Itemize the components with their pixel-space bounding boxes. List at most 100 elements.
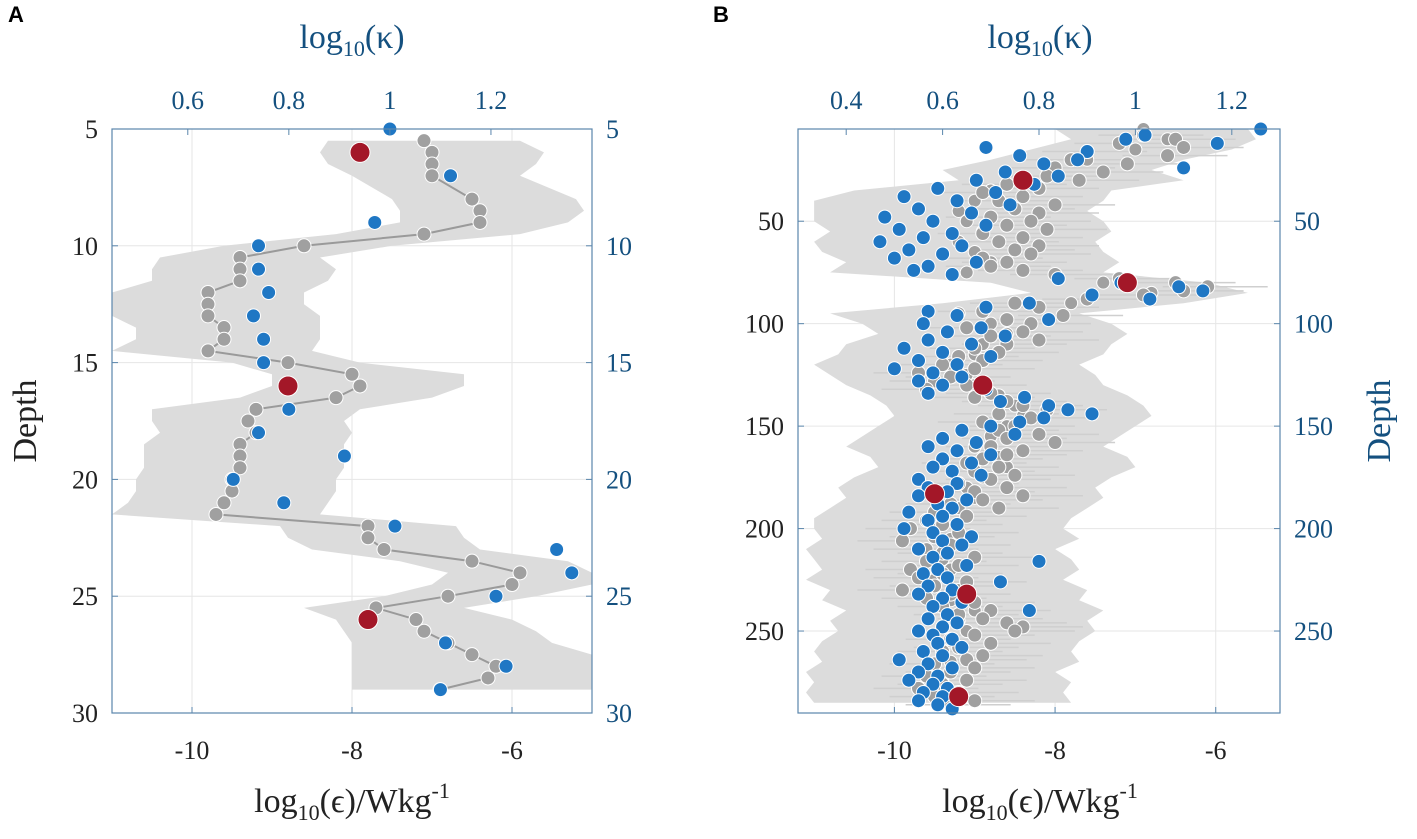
kappa-point (935, 508, 951, 524)
epsilon-point (991, 406, 1007, 422)
kappa-point (920, 578, 936, 594)
epsilon-point (1007, 242, 1023, 258)
kappa-point (949, 193, 965, 209)
kappa-point (911, 664, 926, 680)
kappa-point (886, 250, 902, 266)
epsilon-point (975, 185, 991, 201)
y-tick-label-left: 20 (72, 465, 98, 494)
epsilon-point (376, 541, 392, 557)
panel-a-y-label: Depth (7, 379, 44, 462)
kappa-point (256, 331, 272, 347)
panel-a: A -10 -8 -6 0.6 0.8 1 1.2 5 5 10 10 15 15 20 20 25 25 30 3… (7, 2, 632, 825)
epsilon-point (1023, 213, 1039, 229)
kappa-point (896, 189, 912, 205)
kappa-point (920, 656, 936, 672)
epsilon-point (216, 495, 232, 511)
kappa-point (1002, 197, 1018, 213)
epsilon-point (999, 217, 1015, 233)
kappa-point (1118, 131, 1134, 147)
kappa-point (1012, 148, 1028, 164)
y-tick-label-left: 25 (72, 582, 98, 611)
kappa-point (959, 557, 975, 573)
epsilon-point (991, 459, 1007, 475)
kappa-point (954, 422, 970, 438)
kappa-point (920, 258, 936, 274)
kappa-point (911, 373, 926, 389)
kappa-point (432, 682, 448, 698)
kappa-point (949, 516, 965, 532)
epsilon-point (208, 506, 224, 522)
epsilon-point (1031, 332, 1047, 348)
kappa-point (949, 443, 965, 459)
epsilon-point (416, 226, 432, 242)
y-tick-label-left: 150 (745, 412, 784, 441)
panel-b-x-label: log10(ϵ)/Wkg-1 (942, 778, 1138, 825)
panel-a-x2-label: log10(κ) (299, 19, 404, 61)
kappa-point (911, 488, 926, 504)
highlight-point (1116, 272, 1138, 294)
kappa-point (949, 475, 965, 491)
kappa-point (992, 394, 1008, 410)
highlight-point (349, 141, 371, 163)
epsilon-point (296, 238, 312, 254)
kappa-point (1060, 402, 1076, 418)
kappa-point (944, 500, 960, 516)
epsilon-point (967, 660, 983, 676)
kappa-point (973, 320, 989, 336)
kappa-point (1079, 144, 1095, 160)
x2-tick-label: 1.2 (1216, 86, 1249, 115)
epsilon-point (440, 588, 456, 604)
kappa-point (915, 316, 931, 332)
kappa-point (891, 652, 907, 668)
epsilon-point (464, 553, 480, 569)
panel-b-x2-label: log10(κ) (987, 19, 1092, 61)
kappa-point (911, 353, 926, 369)
epsilon-point (1047, 197, 1063, 213)
kappa-point (1084, 287, 1100, 303)
panel-a-highlight-points (277, 141, 379, 631)
kappa-point (891, 221, 907, 237)
epsilon-point (975, 492, 991, 508)
panel-b-highlight-points (924, 169, 1138, 708)
y-tick-label-left: 50 (758, 207, 784, 236)
kappa-point (276, 495, 292, 511)
kappa-point (925, 525, 941, 541)
kappa-point (251, 425, 267, 441)
epsilon-point (1007, 623, 1023, 639)
kappa-point (959, 492, 975, 508)
x-tick-label: -6 (1205, 736, 1227, 765)
kappa-point (549, 541, 565, 557)
x2-tick-label: 1 (1129, 86, 1142, 115)
kappa-point (939, 545, 955, 561)
epsilon-point (1096, 275, 1111, 290)
epsilon-point (232, 460, 248, 476)
x2-tick-label: 0.6 (926, 86, 959, 115)
epsilon-point (983, 258, 999, 274)
kappa-point (964, 529, 980, 545)
x-tick-label: -8 (341, 736, 363, 765)
epsilon-point (991, 234, 1007, 250)
kappa-point (911, 623, 926, 639)
epsilon-point (200, 308, 216, 324)
kappa-point (1036, 410, 1052, 426)
kappa-point (1070, 152, 1086, 168)
x2-tick-label: 0.8 (273, 86, 306, 115)
highlight-point (1012, 169, 1034, 191)
kappa-point (336, 448, 352, 464)
kappa-point (954, 238, 970, 254)
kappa-point (988, 185, 1004, 201)
panel-b-letter: B (713, 2, 729, 27)
kappa-point (1137, 127, 1153, 143)
kappa-point (901, 672, 917, 688)
kappa-point (978, 217, 994, 233)
y-tick-label-right: 30 (606, 699, 632, 728)
x-tick-label: -8 (1044, 736, 1066, 765)
kappa-point (1142, 291, 1158, 307)
epsilon-point (983, 635, 999, 651)
y-tick-label-left: 250 (745, 617, 784, 646)
panel-b-ticks: -10 -8 -6 0.4 0.6 0.8 1 1.2 50 50 100 100 150 150 200 2… (745, 86, 1333, 765)
epsilon-point (1015, 488, 1031, 504)
epsilon-point (1128, 142, 1143, 157)
kappa-point (925, 676, 941, 692)
kappa-point (983, 348, 999, 364)
